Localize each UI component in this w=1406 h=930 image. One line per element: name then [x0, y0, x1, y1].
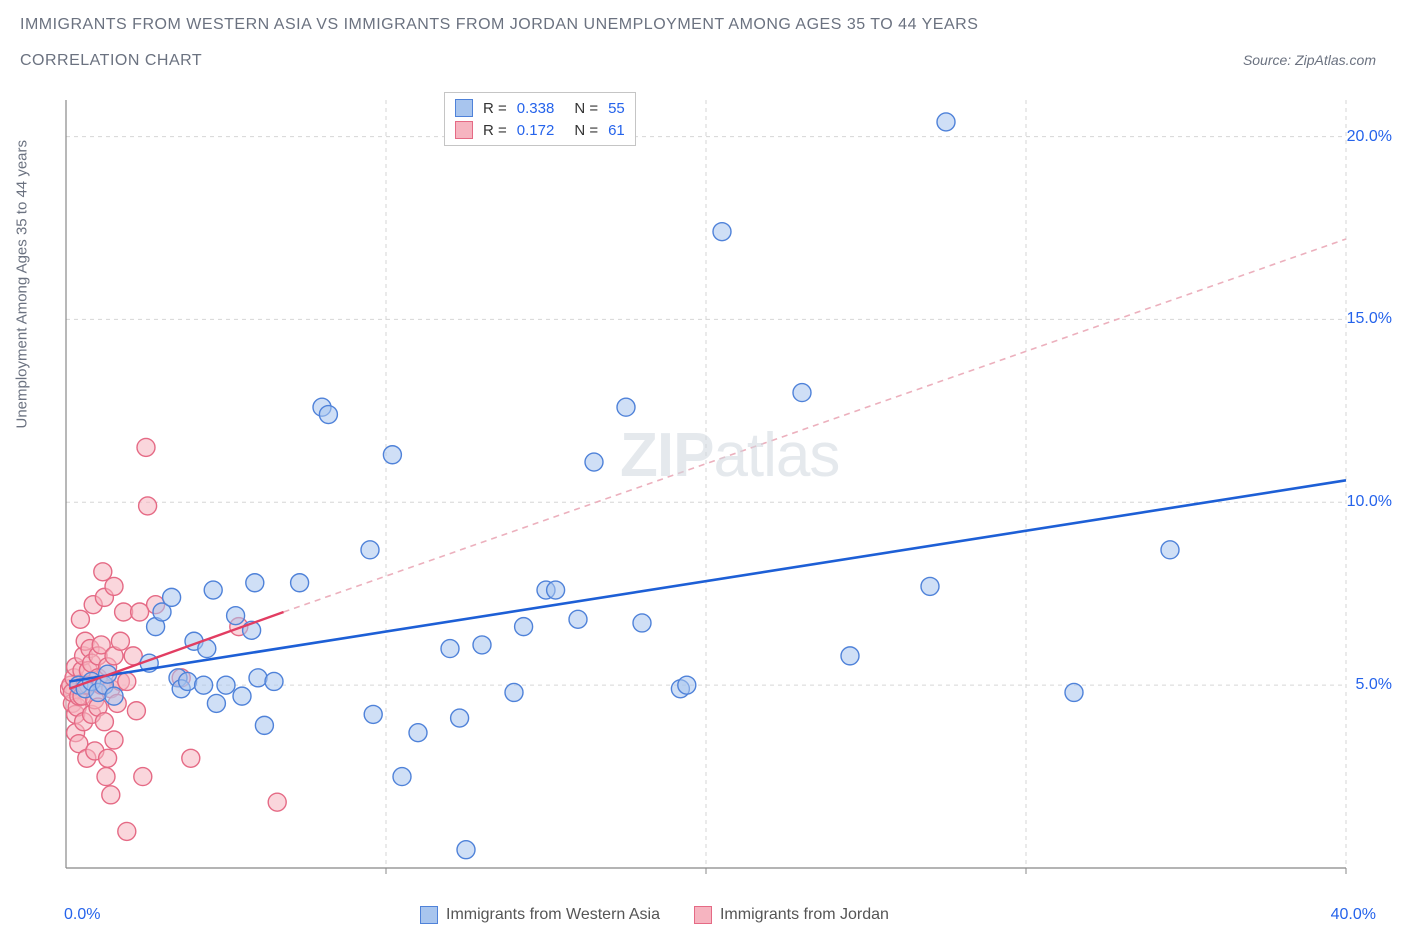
y-axis-label: Unemployment Among Ages 35 to 44 years — [14, 140, 31, 429]
legend-item-series1: Immigrants from Western Asia — [420, 906, 660, 924]
bottom-legend: Immigrants from Western Asia Immigrants … — [420, 906, 889, 924]
legend-swatch-series1 — [420, 906, 438, 924]
stat-R-value-1: 0.338 — [517, 100, 555, 117]
legend-label-series1: Immigrants from Western Asia — [446, 906, 660, 924]
y-tick-label: 10.0% — [1347, 493, 1392, 511]
swatch-series2 — [455, 121, 473, 139]
legend-item-series2: Immigrants from Jordan — [694, 906, 889, 924]
stat-N-value-1: 55 — [608, 100, 625, 117]
legend-swatch-series2 — [694, 906, 712, 924]
chart-title-line2: CORRELATION CHART — [20, 52, 202, 70]
stat-R-value-2: 0.172 — [517, 122, 555, 139]
y-tick-label: 20.0% — [1347, 128, 1392, 146]
chart-title-line1: IMMIGRANTS FROM WESTERN ASIA VS IMMIGRAN… — [20, 16, 978, 34]
scatter-chart-svg — [60, 88, 1370, 878]
chart-plot-area — [60, 88, 1370, 878]
stat-N-value-2: 61 — [608, 122, 625, 139]
y-tick-label: 5.0% — [1356, 676, 1392, 694]
y-tick-label: 15.0% — [1347, 310, 1392, 328]
swatch-series1 — [455, 99, 473, 117]
stat-N-label-2: N = — [574, 122, 598, 139]
stat-R-label-2: R = — [483, 122, 507, 139]
stats-row-series1: R = 0.338 N = 55 — [455, 97, 625, 119]
x-axis-max-label: 40.0% — [1331, 906, 1376, 924]
stat-R-label-1: R = — [483, 100, 507, 117]
stats-row-series2: R = 0.172 N = 61 — [455, 119, 625, 141]
x-axis-origin-label: 0.0% — [64, 906, 100, 924]
legend-label-series2: Immigrants from Jordan — [720, 906, 889, 924]
source-attribution: Source: ZipAtlas.com — [1243, 52, 1376, 68]
stat-N-label-1: N = — [574, 100, 598, 117]
stats-legend-box: R = 0.338 N = 55 R = 0.172 N = 61 — [444, 92, 636, 146]
